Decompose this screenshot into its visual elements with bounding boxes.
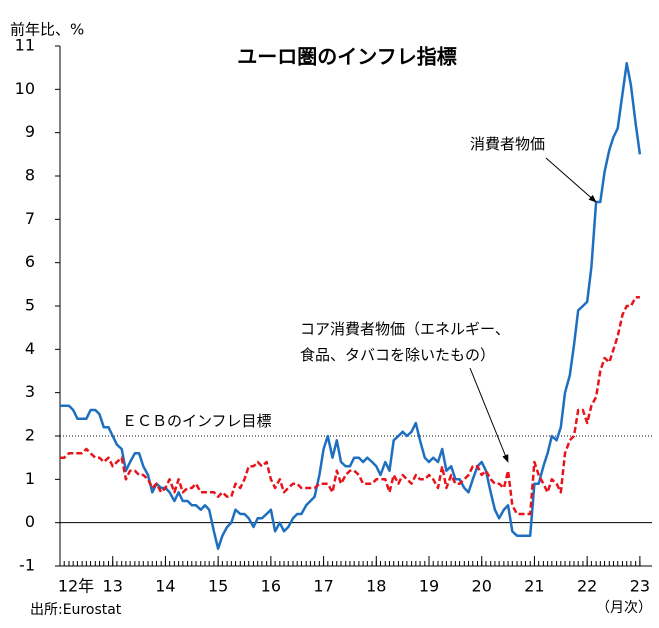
x-tick-label: 16 [261, 577, 281, 596]
x-tick-label: 23 [630, 577, 650, 596]
x-tick-label: 21 [524, 577, 544, 596]
x-tick-label: 14 [155, 577, 175, 596]
y-tick-label: 10 [15, 79, 35, 98]
y-tick-label: 7 [25, 209, 35, 228]
x-tick-label: 13 [103, 577, 123, 596]
x-tick-label: 12年 [58, 577, 94, 596]
source: 出所:Eurostat [30, 602, 122, 618]
y-tick-label: 11 [15, 36, 35, 55]
y-tick-label: -1 [19, 556, 35, 575]
annotation: 食品、タバコを除いたもの） [300, 346, 495, 364]
chart-title: ユーロ圏のインフレ指標 [237, 45, 456, 69]
annotation-arrow [469, 367, 509, 463]
x-tick-label: 18 [366, 577, 386, 596]
y-tick-label: 1 [25, 469, 35, 488]
x-tick-label: 17 [313, 577, 333, 596]
x-note: （月次） [596, 600, 652, 616]
y-tick-label: 9 [25, 122, 35, 141]
series-line [60, 296, 640, 516]
y-tick-label: 4 [25, 339, 35, 358]
annotation-arrow [545, 157, 597, 203]
y-tick-label: 0 [25, 512, 35, 531]
x-tick-label: 20 [472, 577, 492, 596]
x-tick-label: 22 [577, 577, 597, 596]
target-label: ＥＣＢのインフレ目標 [122, 412, 272, 430]
y-tick-label: 8 [25, 166, 35, 185]
y-axis-label: 前年比、% [10, 21, 84, 39]
series-line [60, 62, 642, 550]
x-tick-label: 15 [208, 577, 228, 596]
x-tick-label: 19 [419, 577, 439, 596]
y-tick-label: 5 [25, 296, 35, 315]
y-tick-label: 6 [25, 252, 35, 271]
y-tick-label: 2 [25, 426, 35, 445]
annotation: 消費者物価 [470, 135, 545, 153]
annotation: コア消費者物価（エネルギー、 [300, 320, 510, 338]
y-tick-label: 3 [25, 382, 35, 401]
